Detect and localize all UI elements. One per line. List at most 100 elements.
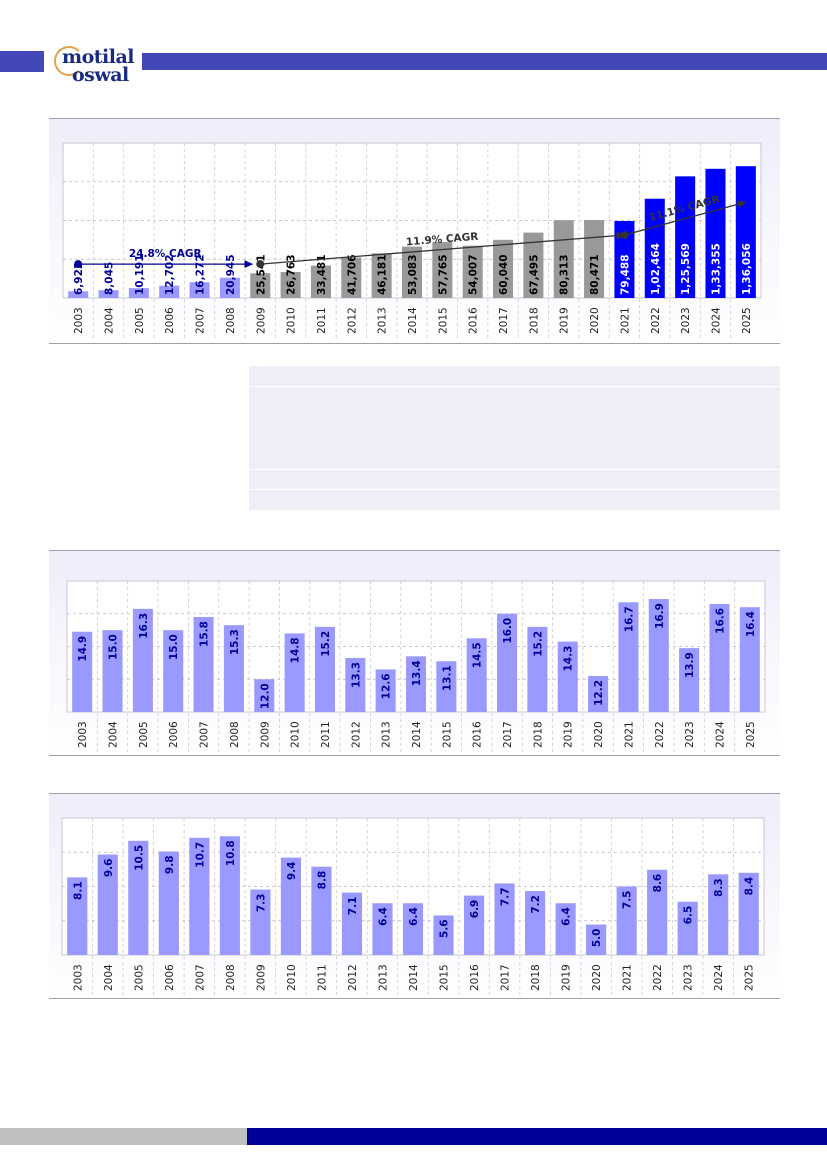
x-tick-label-2015: 2015 — [437, 307, 449, 334]
bar-2015 — [432, 242, 453, 298]
x-tick-label-2020: 2020 — [593, 721, 605, 748]
footer-blue-bar — [247, 1128, 827, 1145]
bar-2020 — [584, 220, 605, 298]
cagr-arrow-3 — [624, 200, 747, 236]
data-label-2004: 15.0 — [108, 634, 120, 660]
x-tick-label-2006: 2006 — [168, 721, 180, 748]
bar-2009 — [250, 273, 271, 298]
x-tick-label-2010: 2010 — [286, 307, 298, 334]
x-tick-label-2024: 2024 — [710, 307, 722, 334]
data-label-2003: 6,922 — [73, 262, 85, 295]
x-tick-label-2021: 2021 — [622, 964, 634, 991]
bar-2021 — [616, 886, 637, 955]
x-tick-label-2015: 2015 — [439, 964, 451, 991]
x-tick-label-2003: 2003 — [73, 307, 85, 334]
bar-2021 — [618, 602, 639, 712]
x-tick-label-2014: 2014 — [407, 307, 419, 334]
x-tick-label-2012: 2012 — [350, 721, 362, 748]
data-label-2015: 5.6 — [439, 919, 451, 938]
cagr-label-1: 24.8% CAGR — [129, 248, 202, 260]
data-label-2006: 15.0 — [168, 634, 180, 660]
bar-2016 — [463, 895, 485, 955]
x-tick-label-2019: 2019 — [559, 307, 571, 334]
x-tick-label-2020: 2020 — [591, 964, 603, 991]
data-label-2006: 9.8 — [164, 855, 176, 874]
bar-2018 — [527, 626, 548, 712]
data-label-2015: 13.1 — [441, 665, 453, 691]
chart-panel-1: 6,922 2003 8,045 2004 10,191 2005 12,702 2006 16… — [49, 118, 780, 344]
footer-grey-bar — [0, 1128, 247, 1145]
data-label-2008: 20,945 — [225, 254, 237, 295]
bar-2006 — [158, 851, 179, 955]
bar-2009 — [254, 679, 275, 712]
x-tick-label-2010: 2010 — [286, 964, 298, 991]
x-tick-label-2007: 2007 — [194, 964, 206, 991]
bar-2020 — [586, 924, 607, 955]
blank-table-box — [249, 366, 780, 510]
x-tick-label-2004: 2004 — [108, 721, 120, 748]
motilal-oswal-logo: motilal oswal — [46, 40, 140, 96]
x-tick-label-2011: 2011 — [320, 721, 332, 748]
data-label-2010: 14.8 — [290, 637, 302, 663]
bar-2018 — [523, 232, 544, 298]
data-label-2020: 5.0 — [591, 929, 603, 948]
bar-2014 — [405, 656, 427, 712]
bar-2009 — [250, 889, 271, 955]
x-tick-label-2018: 2018 — [532, 721, 544, 748]
x-tick-label-2022: 2022 — [652, 964, 664, 991]
x-tick-label-2013: 2013 — [377, 307, 389, 334]
data-label-2020: 80,471 — [589, 254, 601, 295]
bar-2012 — [345, 657, 366, 712]
bar-2003 — [67, 877, 88, 955]
x-tick-label-2009: 2009 — [255, 307, 267, 334]
data-label-2003: 14.9 — [77, 636, 89, 662]
x-tick-label-2022: 2022 — [654, 721, 666, 748]
x-tick-label-2019: 2019 — [563, 721, 575, 748]
x-tick-label-2017: 2017 — [498, 307, 510, 334]
bar-2005 — [128, 840, 149, 955]
bar-2006 — [159, 285, 180, 298]
data-label-2012: 13.3 — [350, 662, 362, 688]
chart-panel-2: 14.9 2003 15.0 2004 16.3 2005 15.0 2006 15.8 2007… — [49, 550, 780, 756]
data-label-2011: 33,481 — [316, 254, 328, 295]
data-label-2020: 12.2 — [593, 680, 605, 706]
bar-2025 — [738, 872, 759, 955]
bar-2012 — [341, 892, 363, 955]
x-tick-label-2016: 2016 — [468, 307, 480, 334]
data-label-2015: 57,765 — [437, 254, 449, 295]
x-tick-label-2024: 2024 — [713, 964, 725, 991]
data-label-2003: 8.1 — [72, 881, 84, 900]
bar-2025 — [735, 166, 756, 298]
bar-2013 — [371, 253, 392, 298]
x-tick-label-2011: 2011 — [316, 964, 328, 991]
x-tick-label-2009: 2009 — [259, 721, 271, 748]
logo-text-line2: oswal — [72, 64, 129, 86]
data-label-2010: 9.4 — [286, 862, 298, 881]
bar-2004 — [102, 630, 123, 712]
data-label-2016: 14.5 — [472, 642, 484, 668]
data-label-2009: 7.3 — [255, 894, 267, 913]
data-label-2025: 8.4 — [744, 877, 756, 896]
data-label-2006: 12,702 — [164, 254, 176, 295]
bar-2017 — [494, 883, 515, 955]
x-tick-label-2017: 2017 — [500, 964, 512, 991]
x-tick-label-2005: 2005 — [133, 964, 145, 991]
data-label-2010: 26,763 — [286, 254, 298, 295]
bar-2010 — [280, 272, 301, 298]
header-left-accent — [0, 51, 44, 72]
bar-2015 — [436, 661, 457, 712]
data-label-2018: 7.2 — [530, 895, 542, 914]
x-tick-label-2013: 2013 — [377, 964, 389, 991]
data-label-2014: 13.4 — [411, 660, 423, 686]
x-tick-label-2021: 2021 — [623, 721, 635, 748]
bar-2019 — [557, 641, 578, 712]
x-tick-label-2004: 2004 — [104, 307, 116, 334]
bar-2003 — [68, 291, 89, 298]
data-label-2008: 15.3 — [229, 629, 241, 655]
data-label-2007: 16,272 — [195, 254, 207, 295]
data-label-2012: 7.1 — [347, 897, 359, 916]
data-label-2019: 6.4 — [561, 907, 573, 926]
data-label-2021: 16.7 — [623, 606, 635, 632]
data-label-2014: 6.4 — [408, 907, 420, 926]
chart-1: 6,922 2003 8,045 2004 10,191 2005 12,702 2006 16… — [62, 142, 762, 338]
